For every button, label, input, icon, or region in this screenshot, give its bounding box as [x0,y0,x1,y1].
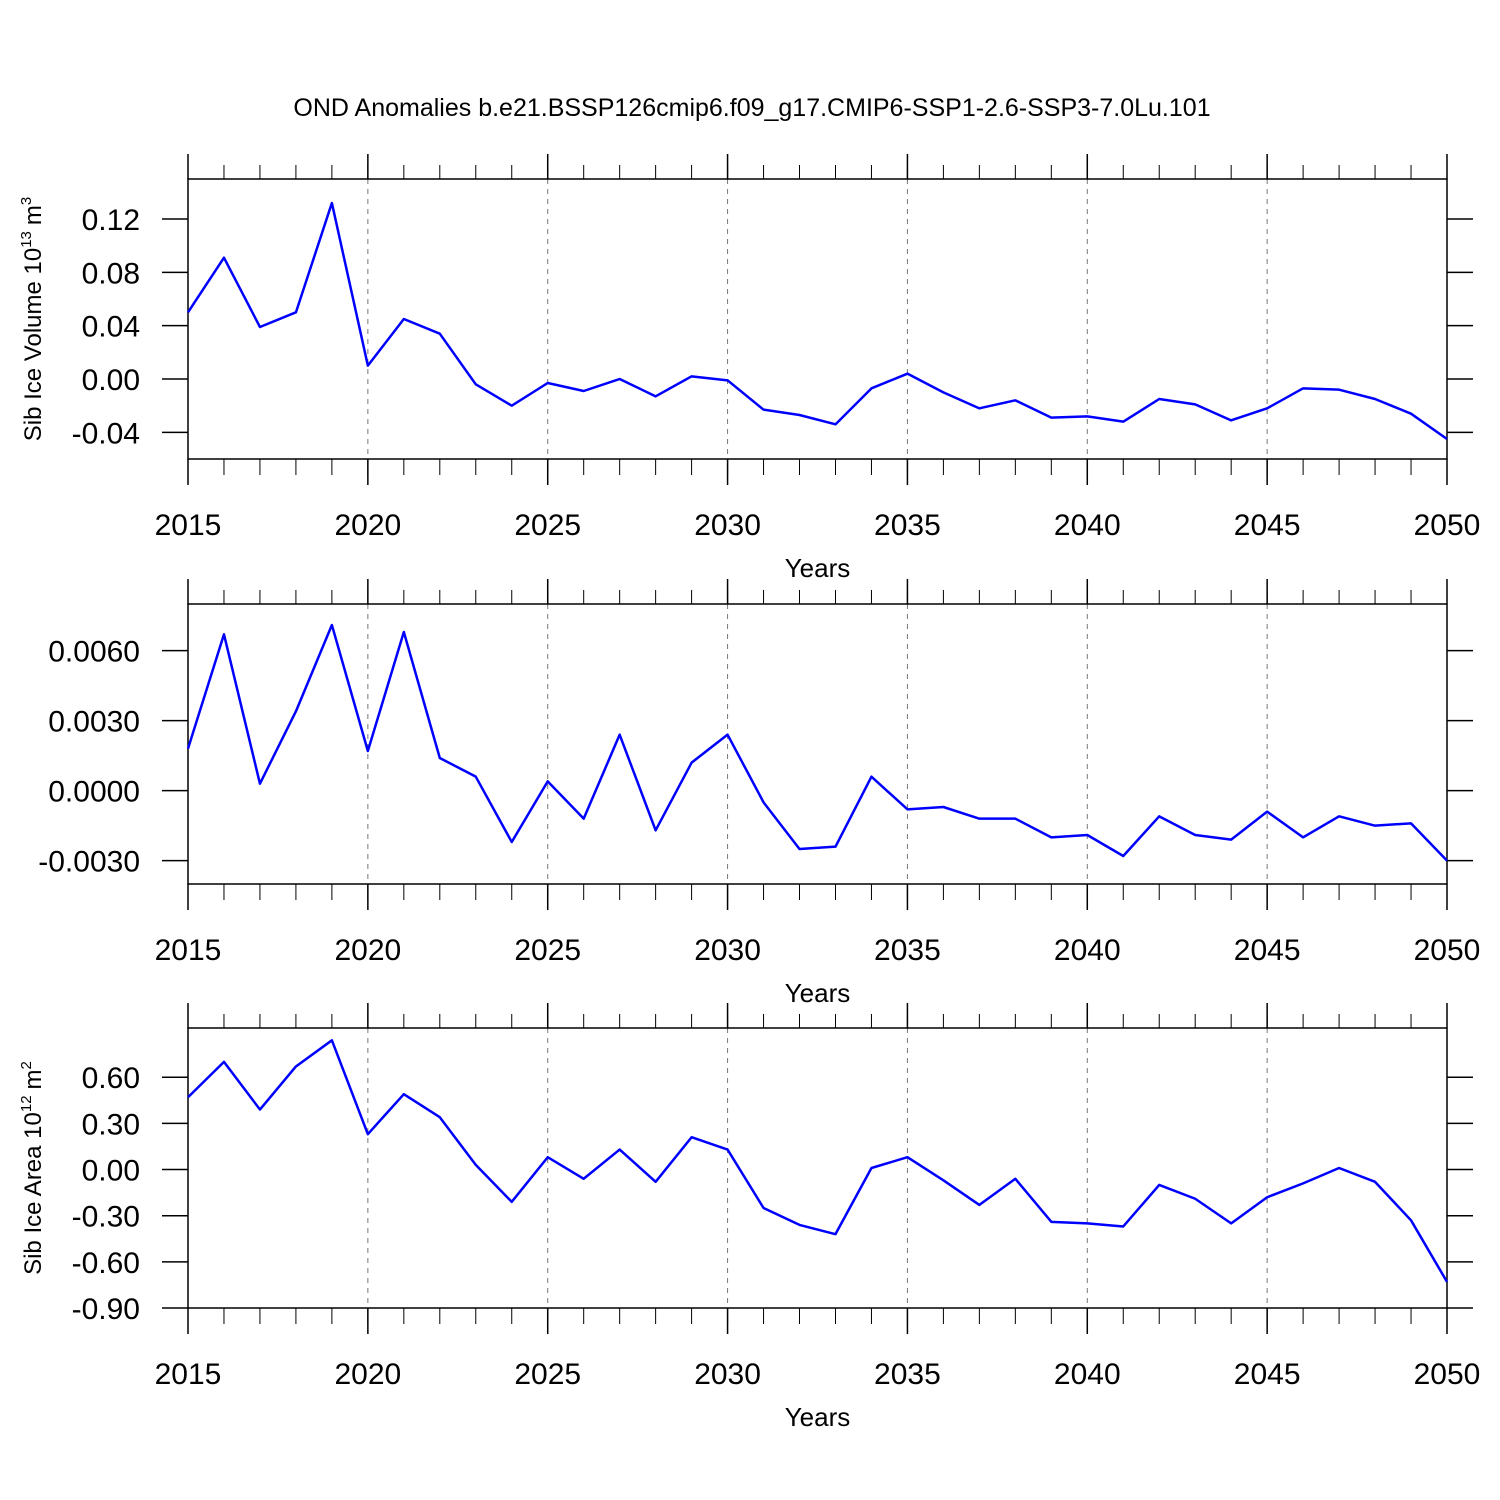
plot-frame [187,178,1448,460]
y-tick-label: 0.00 [82,364,140,397]
y-tick-label: 0.04 [82,311,140,344]
y-tick-label: 0.60 [82,1062,140,1095]
x-tick-label: 2040 [1054,509,1121,542]
y-tick-label: 0.08 [82,257,140,290]
y-axis-label: Sib Ice Volume 1013 m3 [18,197,47,441]
x-tick-label: 2020 [334,934,401,967]
y-tick-label: -0.90 [72,1293,140,1326]
y-tick-label: 0.0030 [48,706,140,739]
x-tick-label: 2045 [1234,509,1301,542]
y-tick-label: 0.0060 [48,636,140,669]
y-axis-label: Sib Snow Volume 1013m3 [0,608,4,881]
x-axis-label: Years [785,978,851,1008]
x-tick-label: 2045 [1234,934,1301,967]
x-tick-label: 2030 [694,509,761,542]
y-label-unit: m [20,1069,47,1089]
x-tick-label: 2050 [1414,934,1481,967]
y-tick-label: 0.30 [82,1108,140,1141]
plot-frame [187,603,1448,885]
y-tick-label: 0.00 [82,1155,140,1188]
x-axis-label: Years [785,1402,851,1432]
y-tick-label: -0.60 [72,1247,140,1280]
x-tick-label: 2035 [874,509,941,542]
data-line [186,201,1448,441]
y-tick-label: -0.04 [72,417,140,450]
y-label-text: Sib Ice Volume 10 [20,248,47,441]
y-tick-label: -0.0030 [38,846,140,879]
x-tick-label: 2015 [155,1358,222,1391]
x-tick-label: 2040 [1054,934,1121,967]
x-tick-label: 2020 [334,509,401,542]
y-label-exponent: 12 [18,1095,35,1112]
chart-title: OND Anomalies b.e21.BSSP126cmip6.f09_g17… [293,94,1210,122]
y-tick-label: -0.30 [72,1201,140,1234]
y-tick-label: 0.0000 [48,776,140,809]
y-label-text: Sib Ice Area 10 [20,1112,47,1275]
x-tick-label: 2035 [874,1358,941,1391]
y-label-unit: m [20,205,47,225]
y-label-exponent: 13 [18,231,35,248]
x-tick-label: 2020 [334,1358,401,1391]
x-tick-label: 2025 [514,509,581,542]
x-tick-label: 2050 [1414,509,1481,542]
x-tick-label: 2045 [1234,1358,1301,1391]
x-tick-label: 2030 [694,934,761,967]
x-axis-label: Years [785,553,851,583]
y-tick-label: 0.12 [82,204,140,237]
x-tick-label: 2025 [514,934,581,967]
x-tick-label: 2015 [155,934,222,967]
x-tick-label: 2015 [155,509,222,542]
x-tick-label: 2035 [874,934,941,967]
y-label-unit-exponent: 2 [18,1061,35,1069]
data-line [187,1039,1449,1283]
x-tick-label: 2050 [1414,1358,1481,1391]
x-tick-label: 2025 [514,1358,581,1391]
y-label-unit: m [0,616,4,636]
y-label-text: Sib Snow Volume 10 [0,659,4,880]
x-tick-label: 2040 [1054,1358,1121,1391]
data-line [186,623,1448,862]
x-tick-label: 2030 [694,1358,761,1391]
y-label-unit-exponent: 3 [18,197,35,205]
plot-frame [187,1027,1448,1309]
y-axis-label: Sib Ice Area 1012 m2 [18,1061,47,1275]
